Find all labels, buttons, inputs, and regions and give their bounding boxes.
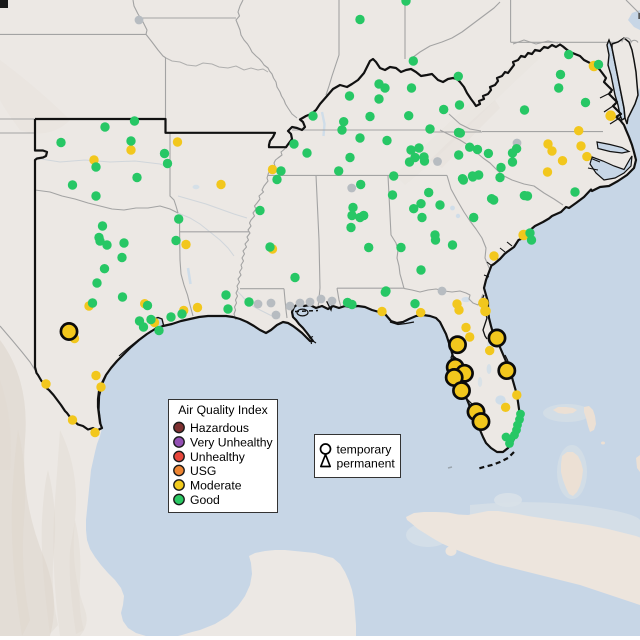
svg-text:USG: USG: [190, 464, 216, 478]
svg-text:Moderate: Moderate: [190, 479, 242, 493]
svg-text:Very Unhealthy: Very Unhealthy: [190, 436, 274, 450]
svg-text:Hazardous: Hazardous: [190, 421, 249, 435]
svg-text:Unhealthy: Unhealthy: [190, 450, 246, 464]
svg-text:Good: Good: [190, 493, 220, 507]
svg-text:temporary: temporary: [337, 443, 393, 457]
svg-text:permanent: permanent: [337, 457, 396, 471]
svg-text:Air Quality Index: Air Quality Index: [178, 403, 267, 417]
